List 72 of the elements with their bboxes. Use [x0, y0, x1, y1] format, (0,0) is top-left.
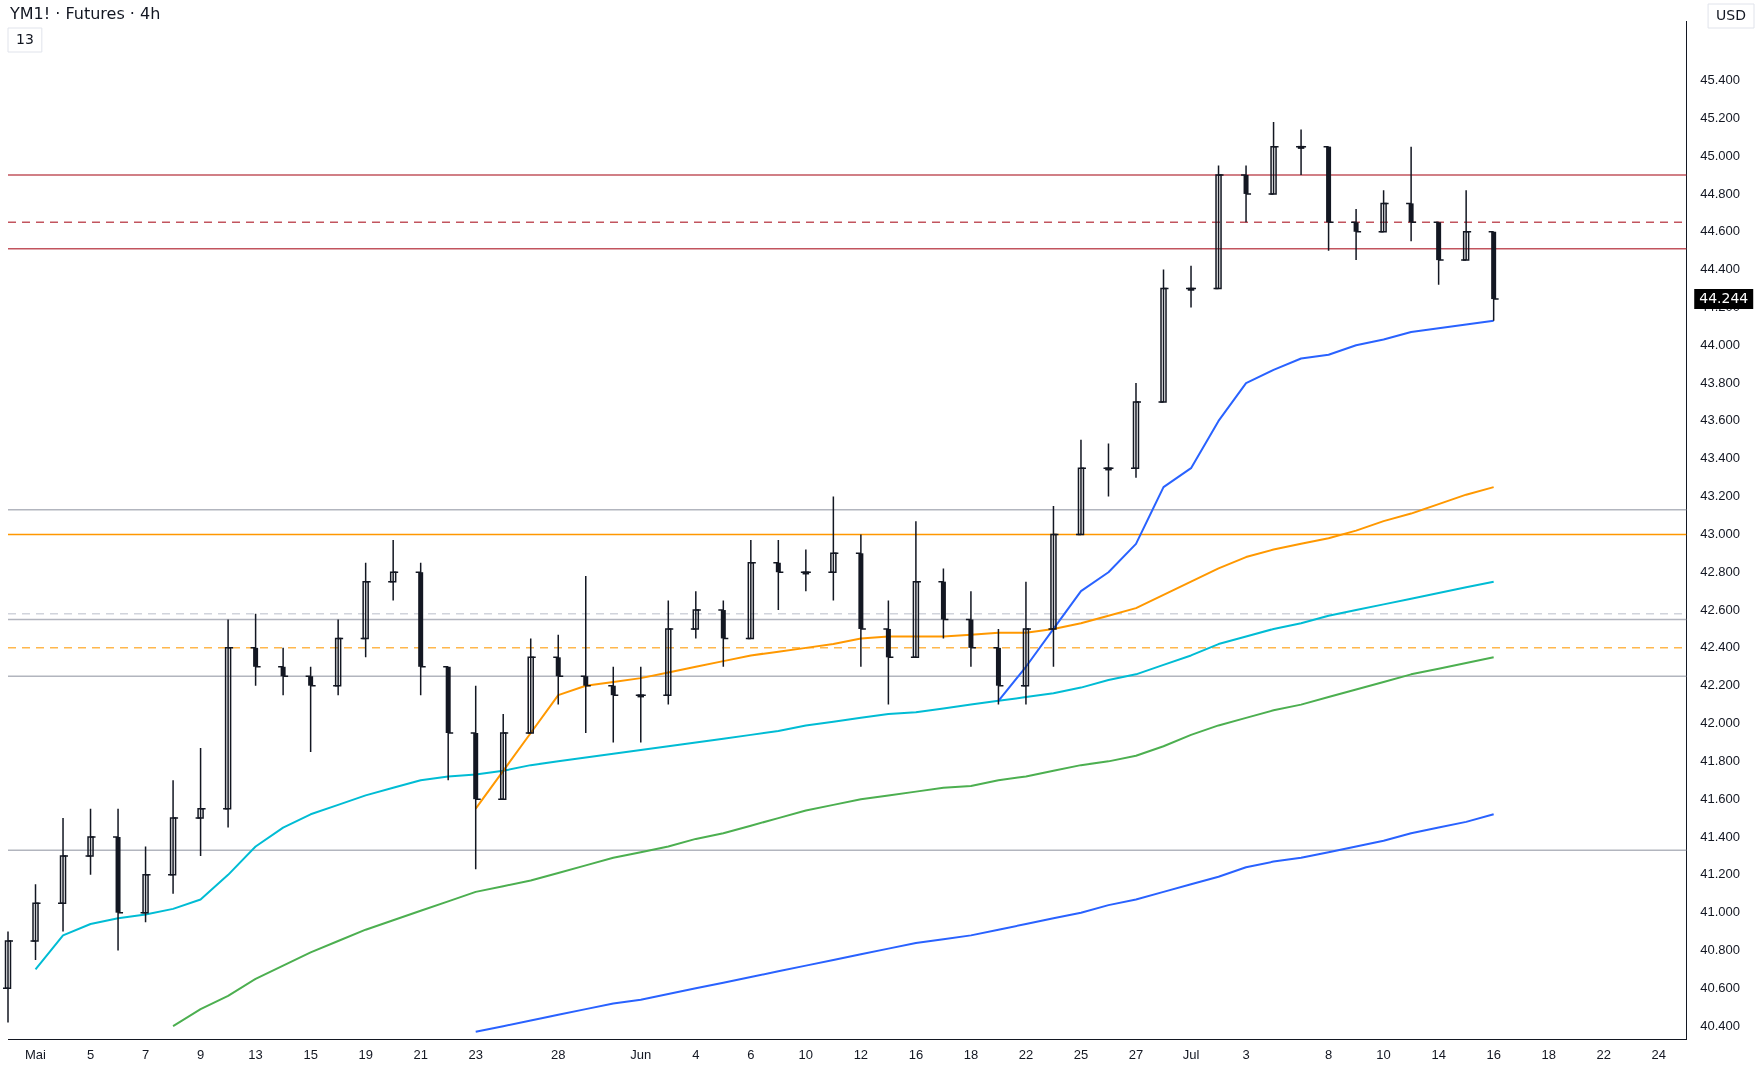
x-tick-label: 14	[1431, 1046, 1446, 1062]
candlestick	[1022, 580, 1030, 706]
y-tick-label: 41.400	[1700, 828, 1740, 844]
y-tick-label: 42.000	[1700, 715, 1740, 731]
x-tick-label: 3	[1242, 1046, 1250, 1062]
y-tick-label: 45.400	[1700, 72, 1740, 88]
y-tick-label: 44.800	[1700, 185, 1740, 201]
x-tick-label: 18	[1541, 1046, 1556, 1062]
x-tick-label: 5	[86, 1046, 95, 1062]
y-tick-label: 43.800	[1700, 374, 1740, 390]
x-tick-label: 13	[248, 1046, 263, 1062]
candlestick	[1077, 439, 1085, 536]
candlestick	[4, 930, 12, 1024]
x-tick-label: Mai	[25, 1046, 47, 1062]
candlestick	[499, 713, 507, 800]
candlestick	[692, 590, 700, 640]
x-tick-label: 8	[1324, 1046, 1333, 1062]
candlestick	[912, 520, 920, 659]
x-tick-label: 21	[413, 1046, 428, 1062]
y-tick-label: 40.400	[1700, 1017, 1740, 1033]
x-tick-label: 25	[1073, 1046, 1089, 1062]
x-tick-label: 28	[551, 1046, 566, 1062]
candlestick	[389, 539, 397, 602]
x-tick-label: 19	[358, 1046, 373, 1062]
x-tick-label: 16	[908, 1046, 924, 1062]
x-tick-label: 4	[692, 1046, 700, 1062]
candlestick	[59, 817, 67, 933]
candlestick	[334, 618, 342, 696]
candlestick	[169, 779, 177, 895]
x-tick-label: Jun	[630, 1046, 652, 1062]
x-tick-label: 10	[798, 1046, 814, 1062]
y-tick-label: 42.400	[1700, 639, 1740, 655]
y-tick-label: 45.200	[1700, 109, 1740, 125]
x-tick-label: 6	[747, 1046, 755, 1062]
x-tick-label: 22	[1596, 1046, 1611, 1062]
chart-title: YM1! · Futures · 4h	[9, 4, 161, 24]
x-tick-label: 23	[468, 1046, 483, 1062]
x-tick-label: 10	[1376, 1046, 1391, 1062]
y-tick-label: 43.000	[1700, 525, 1740, 541]
candlestick	[747, 539, 755, 640]
y-tick-label: 41.600	[1700, 790, 1740, 806]
x-tick-label: 27	[1128, 1046, 1144, 1062]
candlestick	[1462, 189, 1470, 261]
y-tick-label: 44.000	[1700, 336, 1740, 352]
x-tick-label: 15	[303, 1046, 318, 1062]
text: 44.244	[1699, 289, 1749, 306]
x-tick-label: 12	[853, 1046, 869, 1062]
candlestick	[1132, 382, 1140, 479]
y-tick-label: 45.000	[1700, 147, 1740, 163]
y-tick-label: 43.400	[1700, 450, 1740, 466]
x-tick-label: 18	[963, 1046, 979, 1062]
y-tick-label: 40.600	[1700, 979, 1740, 995]
y-tick-label: 42.600	[1700, 601, 1740, 617]
y-tick-label: 44.400	[1700, 261, 1740, 277]
candlestick	[224, 618, 232, 829]
x-tick-label: 24	[1651, 1046, 1666, 1062]
y-tick-label: 43.200	[1700, 488, 1740, 504]
x-tick-label: 22	[1018, 1046, 1034, 1062]
y-tick-label: 42.800	[1700, 563, 1740, 579]
y-tick-label: 40.800	[1700, 942, 1740, 958]
annotation: 13	[16, 30, 34, 47]
x-tick-label: Jul	[1182, 1046, 1200, 1062]
y-tick-label: 41.200	[1700, 866, 1740, 882]
y-tick-label: 41.800	[1700, 752, 1740, 768]
y-tick-label: 43.600	[1700, 412, 1740, 428]
y-tick-label: 42.200	[1700, 677, 1740, 693]
x-tick-label: 9	[196, 1046, 205, 1062]
y-tick-label: 44.600	[1700, 223, 1740, 239]
y-tick-label: 41.000	[1700, 904, 1740, 920]
x-tick-label: 7	[141, 1046, 150, 1062]
x-tick-label: 16	[1486, 1046, 1501, 1062]
text: USD	[1716, 6, 1747, 23]
